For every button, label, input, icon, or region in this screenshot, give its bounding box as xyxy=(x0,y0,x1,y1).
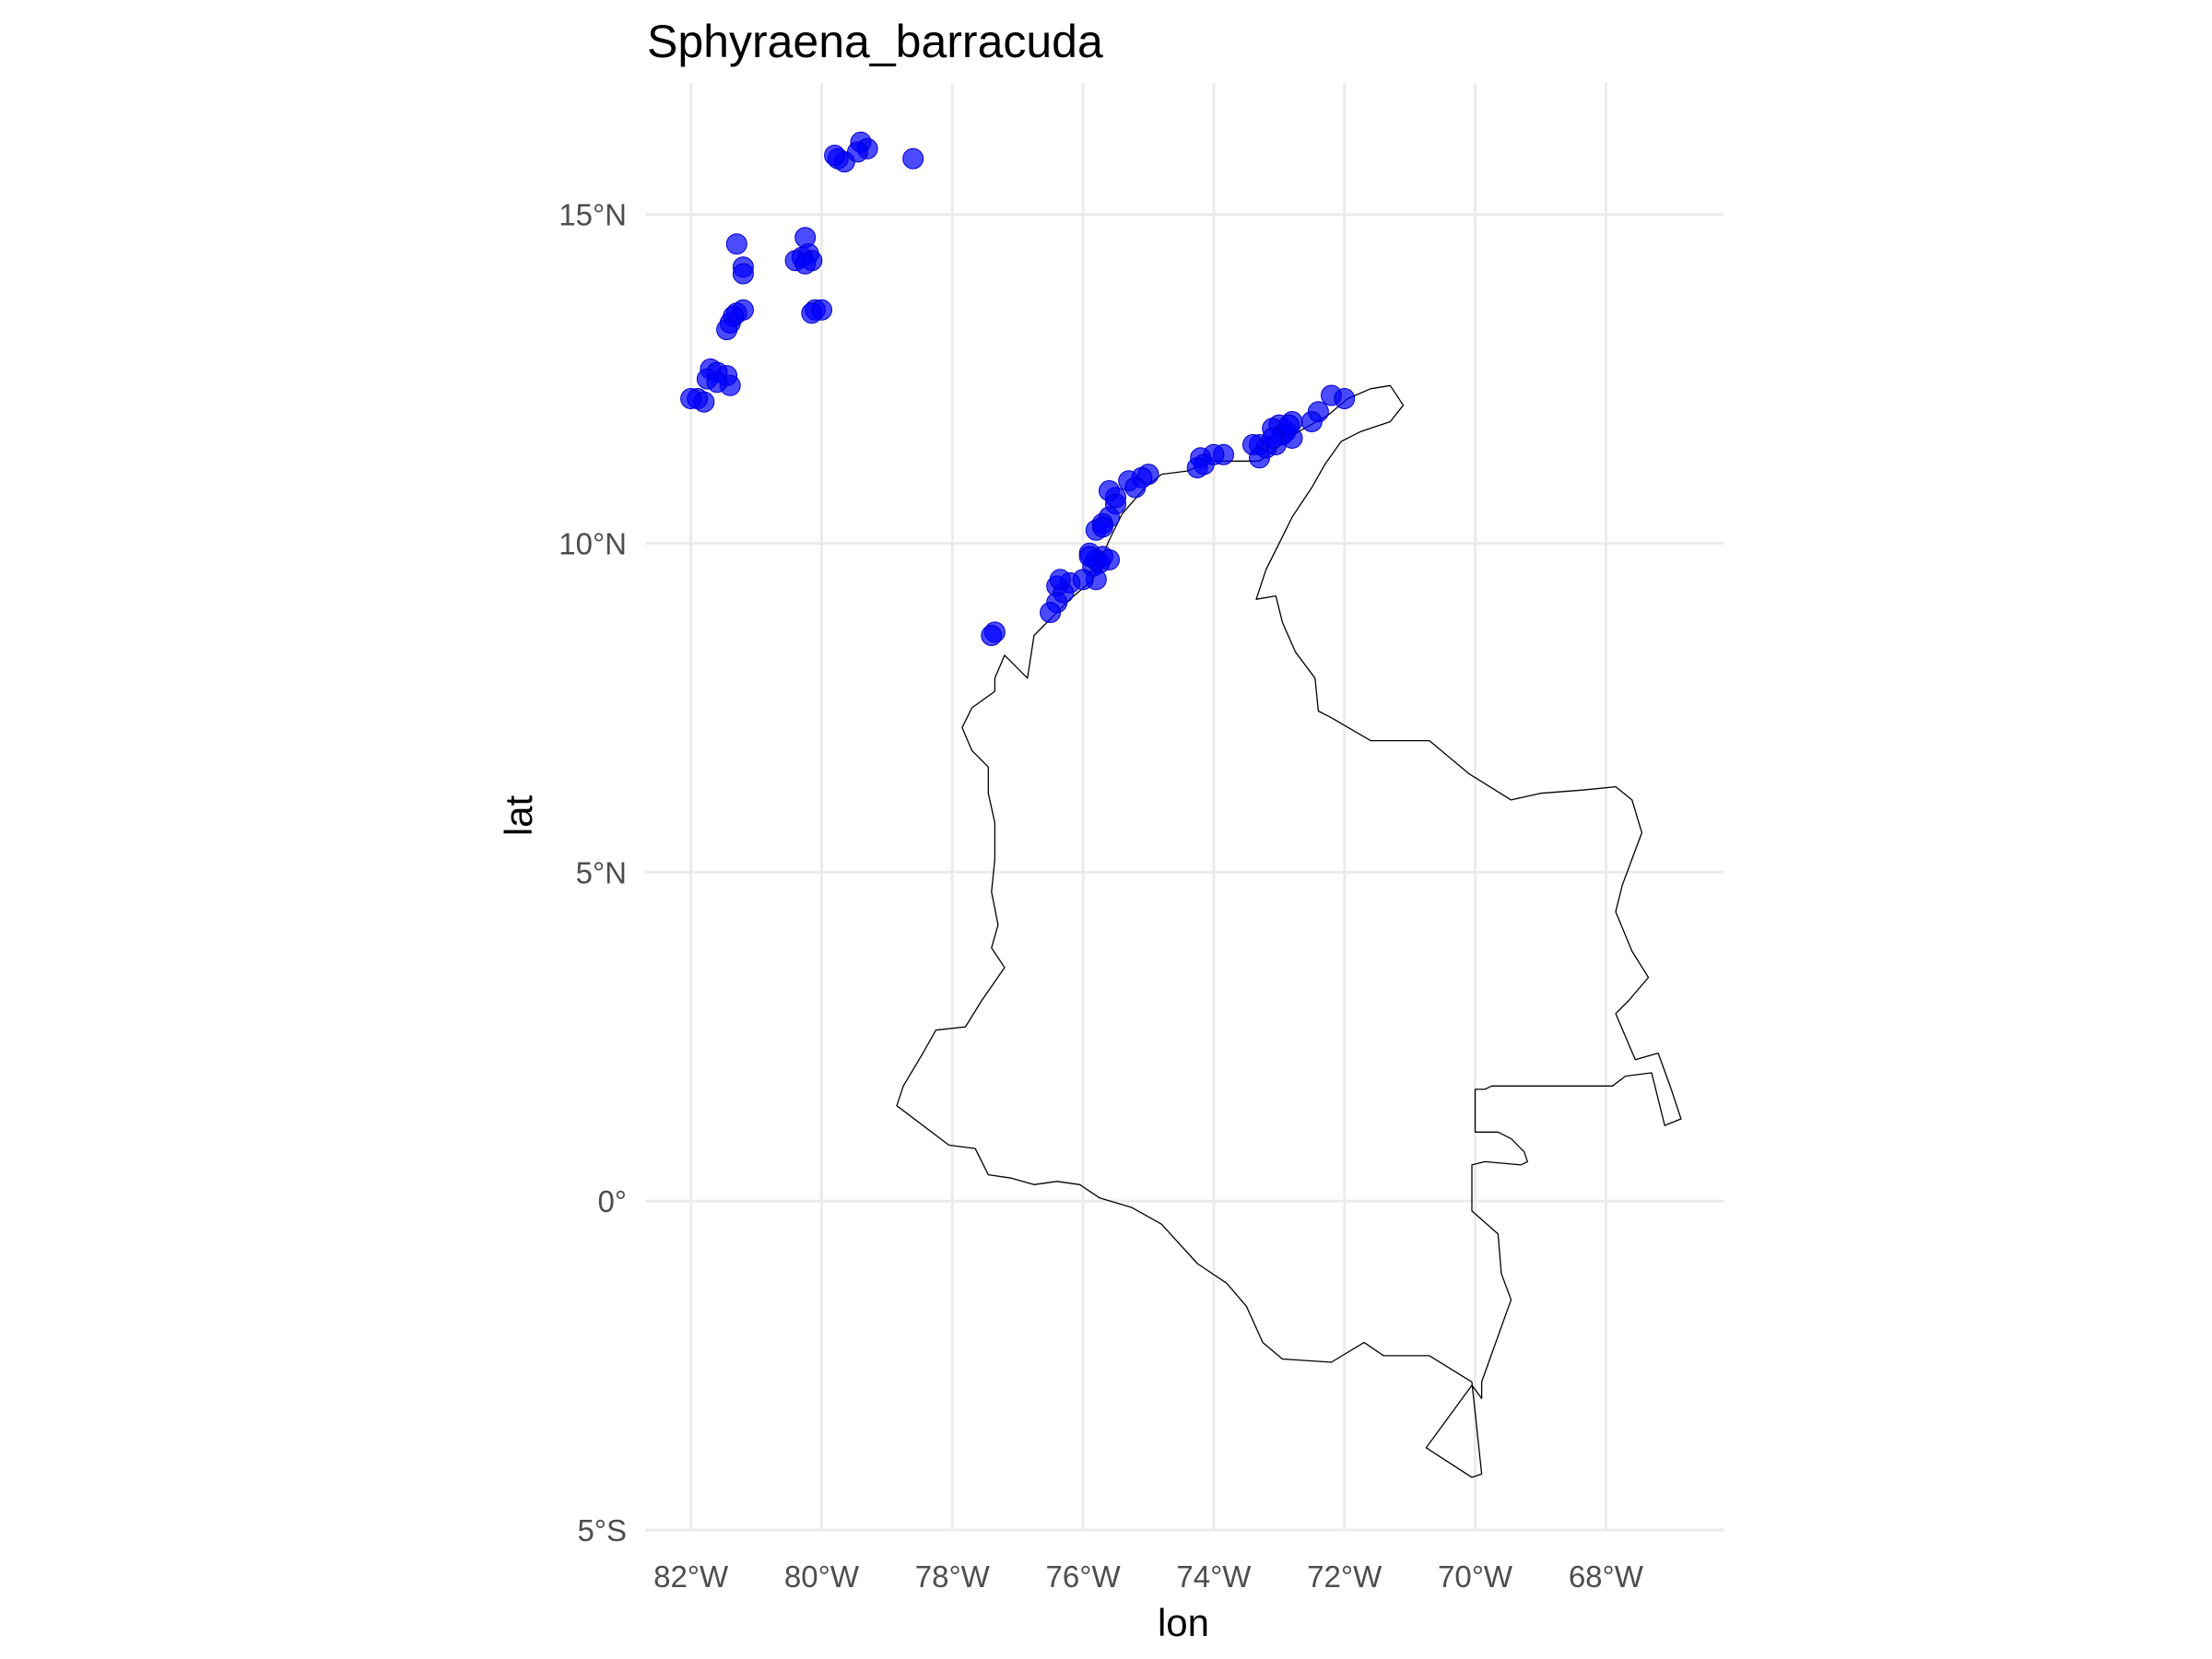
x-axis-title: lon xyxy=(1158,1601,1209,1644)
occurrence-point xyxy=(1049,569,1071,591)
occurrence-point xyxy=(725,233,747,255)
y-axis-title: lat xyxy=(497,794,540,836)
occurrence-point xyxy=(1278,414,1300,436)
y-tick-label: 5°N xyxy=(576,855,627,889)
y-tick-label: 5°S xyxy=(577,1513,627,1547)
x-tick-label: 80°W xyxy=(784,1559,860,1594)
occurrence-point xyxy=(1186,457,1208,478)
x-tick-label: 72°W xyxy=(1307,1559,1382,1594)
x-tick-label: 74°W xyxy=(1176,1559,1252,1594)
x-tick-label: 68°W xyxy=(1569,1559,1644,1594)
occurrence-point xyxy=(1078,546,1100,568)
occurrence-point xyxy=(1091,516,1113,538)
occurrence-point xyxy=(824,145,846,166)
occurrence-point xyxy=(1124,477,1147,499)
x-tick-label: 70°W xyxy=(1438,1559,1513,1594)
occurrence-point xyxy=(1300,411,1323,432)
x-axis-ticks: 82°W 80°W 78°W 76°W 74°W 72°W 70°W 68°W xyxy=(653,1559,1644,1594)
occurrence-point xyxy=(902,147,924,170)
x-tick-label: 76°W xyxy=(1046,1559,1122,1594)
occurrence-point xyxy=(1262,427,1284,449)
y-tick-label: 10°N xyxy=(559,527,627,561)
y-tick-label: 0° xyxy=(597,1184,627,1218)
y-tick-label: 15°N xyxy=(559,198,627,232)
occurrence-points xyxy=(680,131,1356,646)
occurrence-point xyxy=(801,302,823,324)
occurrence-point xyxy=(680,388,702,409)
occurrence-point xyxy=(1040,602,1062,623)
occurrence-point xyxy=(847,141,868,163)
occurrence-point xyxy=(981,625,1003,646)
occurrence-point xyxy=(716,319,738,341)
x-tick-label: 78°W xyxy=(915,1559,991,1594)
colombia-border-line xyxy=(896,384,1682,1478)
occurrence-point xyxy=(732,263,754,285)
occurrence-point xyxy=(794,253,817,275)
gridlines xyxy=(645,83,1724,1532)
chart-title: Sphyraena_barracuda xyxy=(647,16,1103,67)
occurrence-point xyxy=(1249,447,1270,469)
occurrence-point xyxy=(1334,388,1356,409)
occurrence-point xyxy=(706,371,728,394)
country-border xyxy=(896,384,1682,1478)
occurrence-point xyxy=(1099,548,1120,571)
y-axis-ticks: 15°N 10°N 5°N 0° 5°S xyxy=(559,198,627,1547)
x-tick-label: 82°W xyxy=(653,1559,729,1594)
